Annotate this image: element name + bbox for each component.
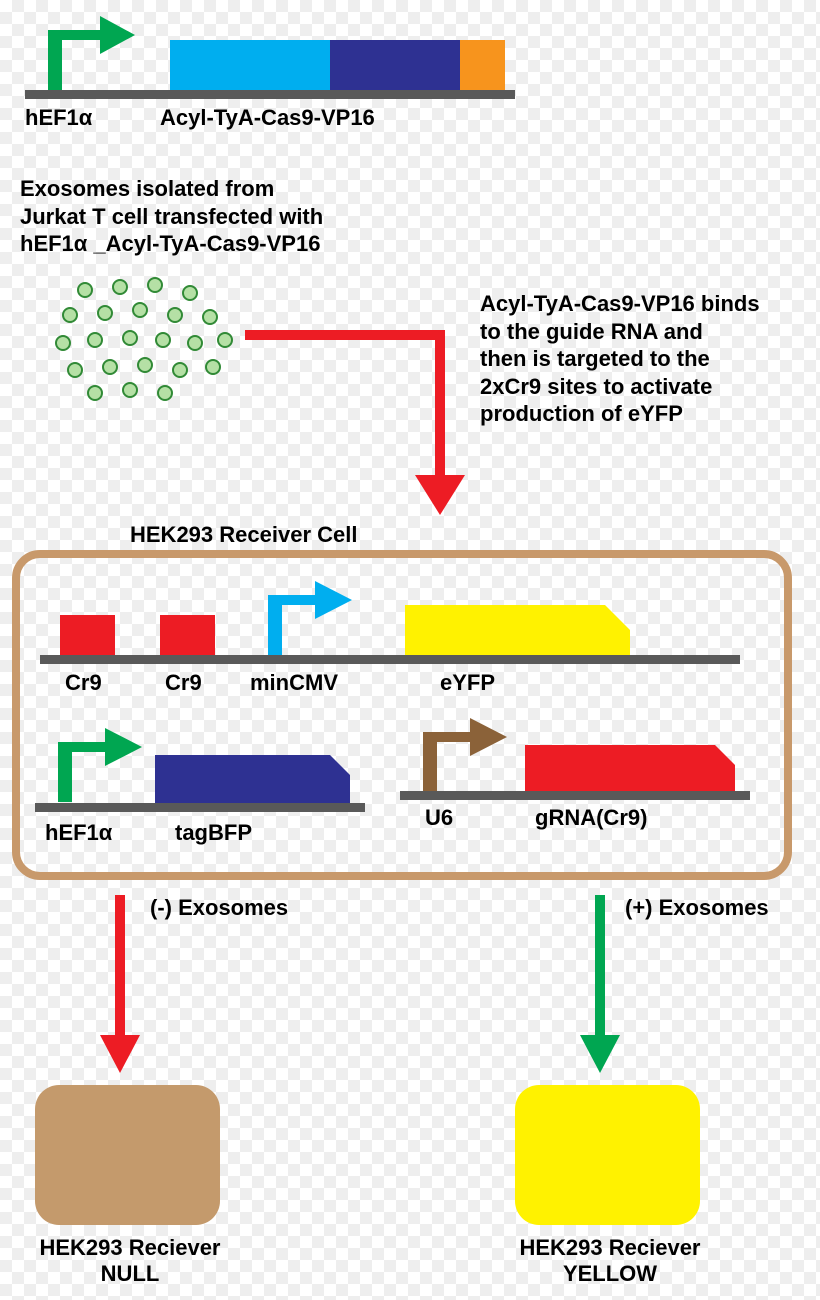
- eyfp-label: eYFP: [440, 670, 495, 696]
- promoter-arrow-icon: [40, 10, 140, 95]
- exosome-to-receiver-arrow-icon: [240, 320, 470, 520]
- block-navy: [330, 40, 460, 90]
- receiver-construct-3: U6 gRNA(Cr9): [400, 710, 770, 850]
- receiver-construct-1: Cr9 Cr9 minCMV eYFP: [40, 565, 760, 695]
- yellow-result-label: HEK293 Reciever YELLOW: [495, 1235, 725, 1287]
- block-cyan: [170, 40, 330, 90]
- neg-outcome-arrow-icon: [95, 895, 145, 1075]
- cr9-label-1: Cr9: [65, 670, 102, 696]
- mincmv-label: minCMV: [250, 670, 338, 696]
- receiver-construct-2: hEF1α tagBFP: [30, 720, 390, 860]
- u6-label: U6: [425, 805, 453, 831]
- gene-label: Acyl-TyA-Cas9-VP16: [160, 105, 375, 131]
- pos-exosomes-label: (+) Exosomes: [625, 895, 769, 921]
- grna-block: [525, 745, 735, 793]
- exosome-description: Exosomes isolated from Jurkat T cell tra…: [20, 175, 450, 258]
- null-result-label: HEK293 Reciever NULL: [15, 1235, 245, 1287]
- top-construct: hEF1α Acyl-TyA-Cas9-VP16: [20, 10, 515, 140]
- hef1a-label: hEF1α: [45, 820, 112, 846]
- construct-bar: [25, 90, 515, 99]
- yellow-outcome-box: [515, 1085, 700, 1225]
- hef1a-arrow-icon: [50, 720, 150, 805]
- pos-outcome-arrow-icon: [575, 895, 625, 1075]
- receiver-title: HEK293 Receiver Cell: [130, 522, 357, 548]
- null-outcome-box: [35, 1085, 220, 1225]
- construct2-bar: [35, 803, 365, 812]
- grna-label: gRNA(Cr9): [535, 805, 647, 831]
- exosome-cluster-icon: [45, 275, 245, 405]
- mincmv-arrow-icon: [260, 573, 360, 658]
- mechanism-description: Acyl-TyA-Cas9-VP16 binds to the guide RN…: [480, 290, 800, 428]
- u6-arrow-icon: [415, 710, 515, 795]
- block-orange: [460, 40, 505, 90]
- tagbfp-block: [155, 755, 350, 805]
- cr9-block-1: [60, 615, 115, 655]
- construct3-bar: [400, 791, 750, 800]
- construct1-bar: [40, 655, 740, 664]
- cr9-block-2: [160, 615, 215, 655]
- promoter-label: hEF1α: [25, 105, 92, 131]
- cr9-label-2: Cr9: [165, 670, 202, 696]
- eyfp-block: [405, 605, 630, 657]
- tagbfp-label: tagBFP: [175, 820, 252, 846]
- neg-exosomes-label: (-) Exosomes: [150, 895, 288, 921]
